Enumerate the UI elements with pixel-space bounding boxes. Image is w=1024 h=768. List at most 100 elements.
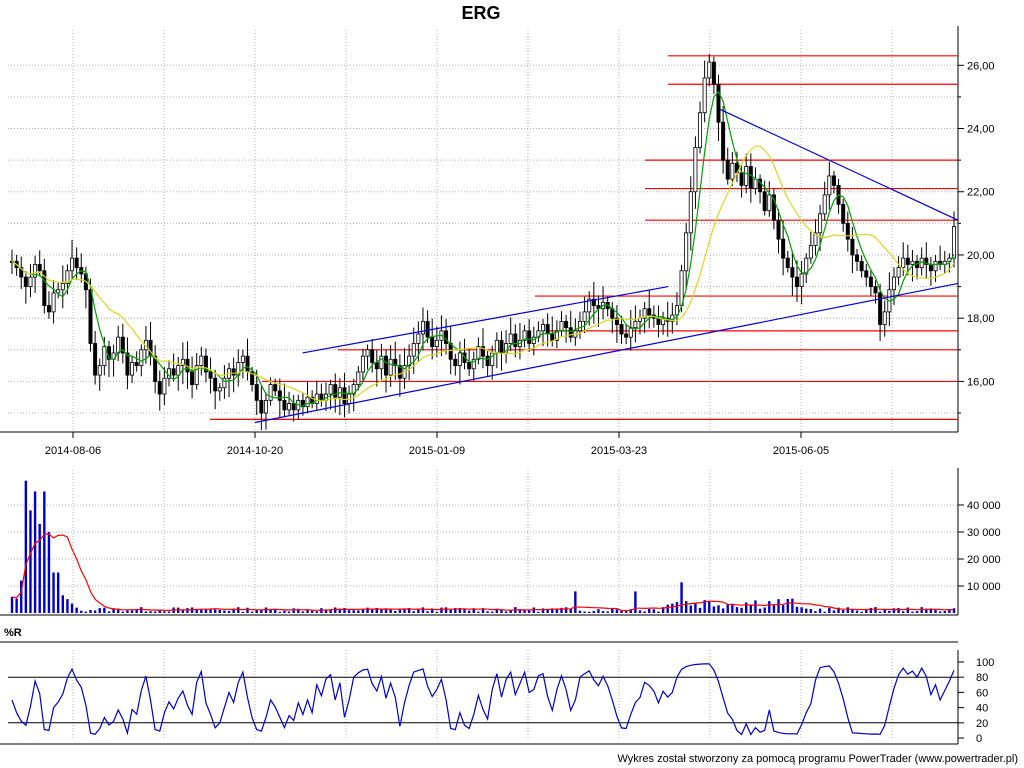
candle-body [157, 381, 162, 395]
volume-bar [712, 606, 716, 613]
candle-body [564, 320, 569, 329]
volume-bar [163, 611, 166, 613]
volume-bar [274, 608, 277, 613]
candle-body [130, 362, 135, 376]
volume-bar [902, 611, 905, 613]
volume-bar [334, 607, 337, 613]
candle-body [351, 384, 356, 395]
candle-body [139, 349, 144, 367]
volume-bar [846, 607, 849, 613]
candle-body [471, 358, 476, 370]
volume-y-tick-label: 30 000 [967, 527, 1001, 539]
candle-body [748, 166, 753, 189]
candle-body [277, 390, 282, 401]
williams-r-panel: 0 20 40 60 80 100 [0, 641, 994, 745]
volume-bar [370, 609, 374, 613]
candle-body [74, 257, 79, 269]
candle-body [628, 327, 633, 338]
candle-body [102, 346, 107, 367]
candle-body [467, 362, 472, 370]
x-tick-label: 2014-10-20 [227, 445, 283, 457]
volume-bar [860, 611, 863, 613]
candle-body [397, 365, 402, 379]
volume-bar [601, 611, 605, 613]
volume-bar [66, 599, 69, 613]
candle-body [522, 330, 527, 341]
volume-bar [551, 608, 554, 613]
volume-bar [149, 611, 152, 613]
volume-bar [435, 611, 439, 613]
candle-body [42, 270, 47, 306]
volume-bar [458, 607, 462, 613]
candle-body [656, 317, 661, 325]
volume-bar [934, 610, 937, 613]
volume-bar [93, 610, 97, 613]
candle-body [333, 384, 338, 398]
candle-body [827, 175, 832, 196]
candle-body [674, 305, 679, 316]
volume-bar [509, 610, 512, 613]
volume-bar [329, 609, 332, 613]
volume-bar [754, 600, 757, 613]
candle-body [818, 213, 823, 234]
volume-bar [250, 611, 254, 613]
candle-body [425, 320, 430, 338]
candle-body [868, 276, 873, 287]
volume-bar [135, 608, 138, 613]
volume-bar [495, 608, 499, 613]
volume-bar [758, 608, 762, 613]
volume-bar [911, 611, 914, 613]
candle-body [933, 260, 938, 272]
volume-bar [925, 608, 928, 613]
candle-body [365, 349, 370, 357]
candle-body [356, 371, 361, 385]
candle-body [762, 191, 767, 212]
candle-body [725, 159, 730, 180]
volume-bar [634, 591, 637, 613]
volume-bar [717, 605, 720, 613]
candle-body [753, 178, 758, 189]
candle-body [799, 273, 804, 287]
volume-bar [837, 607, 840, 613]
volume-bar [278, 611, 282, 613]
volume-bar [657, 611, 660, 613]
candle-body [37, 264, 42, 272]
candle-body [287, 403, 292, 411]
volume-bar [938, 611, 942, 613]
candle-body [550, 333, 555, 341]
volume-bar [504, 611, 508, 613]
volume-bar [952, 608, 956, 613]
x-tick-label: 2014-08-06 [45, 445, 101, 457]
candle-body [688, 191, 693, 234]
candle-body [457, 352, 462, 367]
volume-bar [394, 611, 397, 613]
volume-bar [532, 607, 535, 613]
candle-body [577, 320, 582, 332]
candle-body [804, 257, 809, 275]
candle-body [702, 77, 707, 114]
candle-body [822, 194, 827, 215]
price-panel: 2014-08-06 2014-10-20 2015-01-09 2015-03-23… [0, 26, 995, 457]
volume-bar [80, 610, 83, 613]
volume-bar [75, 607, 78, 613]
volume-bar [694, 603, 697, 613]
volume-bar [426, 611, 429, 613]
volume-bar [467, 610, 471, 613]
volume-bar [523, 610, 526, 613]
volume-bar [181, 610, 185, 613]
y-tick-label: 26,00 [967, 60, 995, 72]
volume-bar [10, 597, 14, 613]
volume-bar [204, 608, 208, 613]
wr-y-tick-label: 0 [976, 733, 982, 745]
volume-bar [583, 611, 586, 613]
volume-bar [883, 609, 886, 613]
candle-body [545, 324, 550, 335]
volume-bar [454, 608, 457, 613]
volume-bar [107, 611, 111, 613]
volume-bar [546, 609, 549, 613]
volume-bar [906, 607, 910, 613]
volume-bar [347, 610, 351, 613]
volume-bar [33, 491, 37, 613]
candle-body [46, 305, 51, 313]
volume-bar [666, 604, 669, 613]
